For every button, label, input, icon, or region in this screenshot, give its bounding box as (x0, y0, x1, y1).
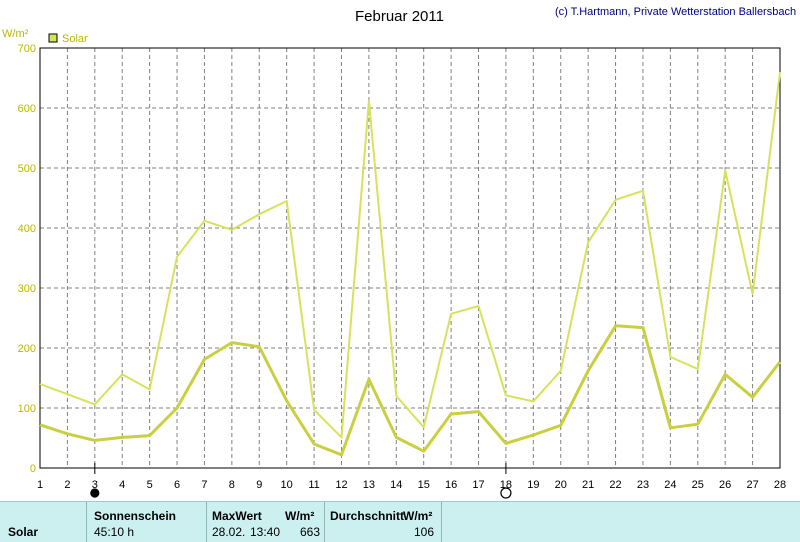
x-tick-label: 20 (555, 479, 567, 491)
x-tick-label: 11 (308, 479, 319, 491)
x-tick-label: 21 (582, 479, 594, 491)
max-unit: W/m² (285, 509, 315, 523)
y-tick-label: 100 (18, 403, 36, 415)
series-layer (39, 71, 782, 457)
x-tick-label: 22 (609, 479, 621, 491)
moon-phases (90, 463, 512, 499)
y-tick-label: 500 (18, 163, 36, 175)
x-tick-label: 12 (335, 479, 347, 491)
stats-divider (206, 502, 207, 542)
y-tick-label: 600 (18, 103, 36, 115)
y-tick-label: 400 (18, 223, 36, 235)
x-tick-label: 19 (527, 479, 539, 491)
x-tick-label: 27 (746, 479, 758, 491)
stats-divider (324, 502, 325, 542)
chart-title: Februar 2011 (355, 8, 444, 25)
x-tick-label: 24 (664, 479, 676, 491)
y-tick-label: 300 (18, 283, 36, 295)
x-tick-label: 28 (774, 479, 786, 491)
y-tick-label: 0 (30, 463, 36, 475)
max-date: 28.02. (212, 525, 246, 539)
avg-unit: W/m² (403, 509, 433, 523)
y-axis-label: W/m² (2, 28, 29, 40)
y-tick-label: 200 (18, 343, 36, 355)
x-tick-label: 7 (201, 479, 207, 491)
x-tick-label: 25 (692, 479, 704, 491)
x-tick-label: 17 (472, 479, 484, 491)
stats-row-label: Solar (8, 525, 39, 539)
x-tick-label: 15 (418, 479, 430, 491)
avg-label: Durchschnitt (330, 509, 405, 523)
x-tick-label: 14 (390, 479, 402, 491)
x-tick-label: 3 (92, 479, 98, 491)
x-tick-label: 18 (500, 479, 512, 491)
new-moon-icon (90, 488, 100, 498)
stats-divider (441, 502, 442, 542)
copyright-note: (c) T.Hartmann, Private Wetterstation Ba… (555, 6, 796, 18)
full-moon-icon (500, 487, 512, 499)
solar-chart: Februar 2011 (c) T.Hartmann, Private Wet… (2, 6, 796, 499)
x-tick-label: 4 (119, 479, 125, 491)
x-tick-label: 26 (719, 479, 731, 491)
x-tick-label: 13 (363, 479, 375, 491)
max-label: MaxWert (212, 509, 262, 523)
x-tick-label: 1 (37, 479, 43, 491)
max-value: 663 (299, 525, 320, 539)
stats-divider (86, 502, 87, 542)
x-tick-label: 6 (174, 479, 180, 491)
stats-panel: Solar Sonnenschein 45:10 h MaxWert W/m² … (0, 501, 800, 542)
x-tick-label: 23 (637, 479, 649, 491)
y-tick-label: 700 (18, 43, 36, 55)
x-tick-label: 8 (229, 479, 235, 491)
plot-frame (39, 47, 781, 469)
axes: 1 2 3 4 5 6 7 8 9 10 11 12 13 14 15 16 17 18 19 20 21 22 23 24 2… (18, 43, 786, 491)
series-line-max (39, 71, 781, 439)
legend-label: Solar (62, 33, 88, 45)
x-tick-label: 9 (256, 479, 262, 491)
x-tick-label: 5 (147, 479, 153, 491)
sunshine-value: 45:10 h (94, 525, 135, 539)
series-line-average (39, 324, 782, 457)
grid (40, 47, 780, 468)
x-tick-label: 16 (445, 479, 457, 491)
legend-swatch (48, 33, 58, 43)
avg-value: 106 (413, 525, 434, 539)
x-tick-label: 2 (64, 479, 70, 491)
sunshine-label: Sonnenschein (94, 509, 177, 523)
x-tick-label: 10 (281, 479, 293, 491)
max-time: 13:40 (250, 525, 281, 539)
